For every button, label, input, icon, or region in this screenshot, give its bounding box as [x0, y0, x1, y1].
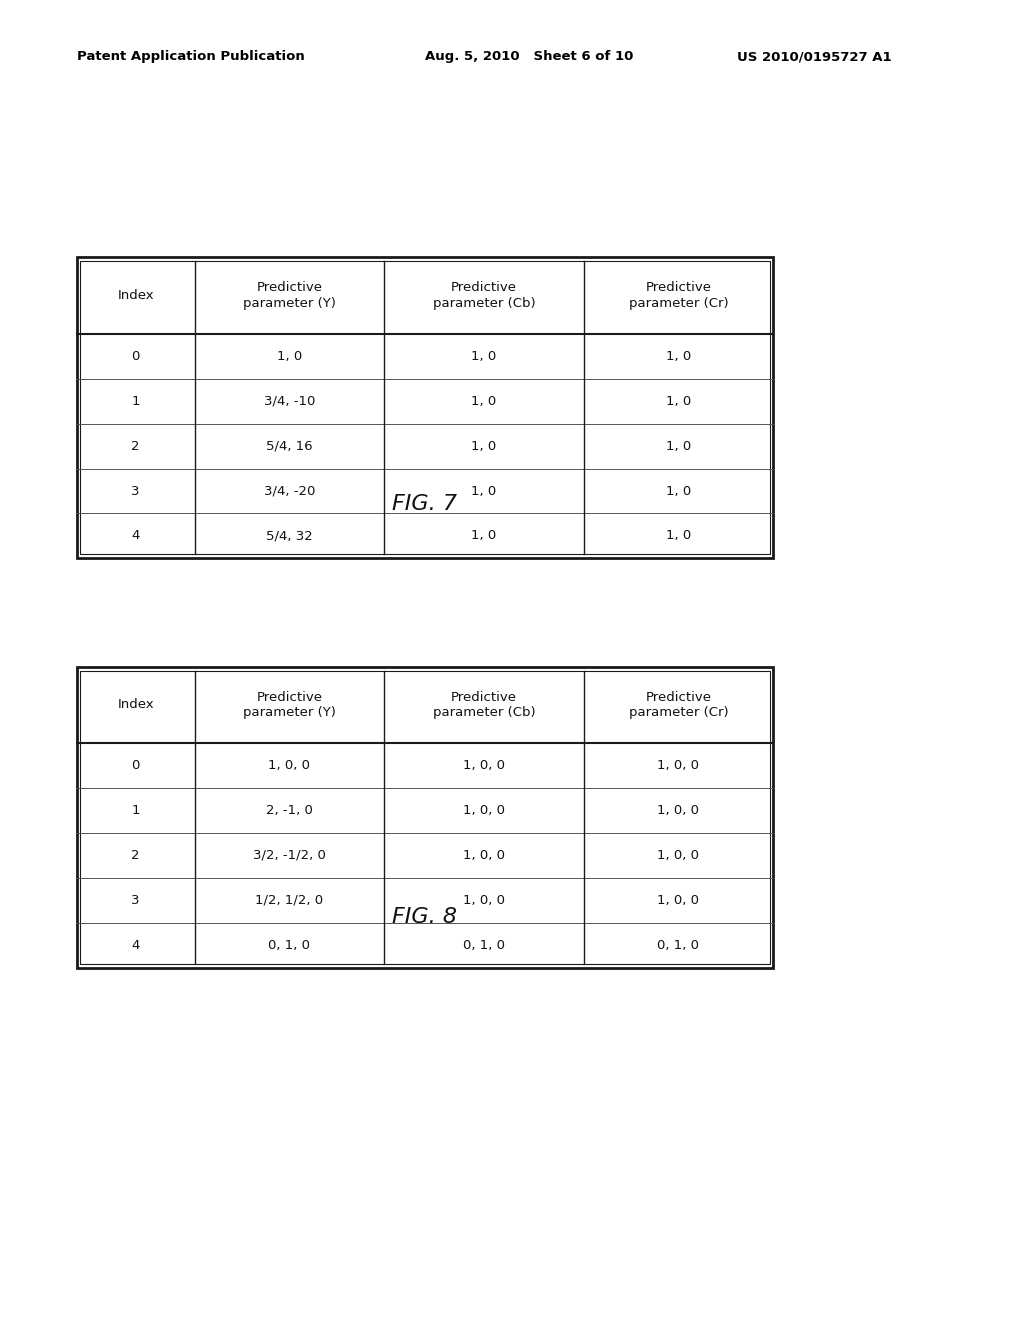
Bar [80, 261, 770, 554]
Text: 3: 3 [131, 894, 140, 907]
Text: 5/4, 16: 5/4, 16 [266, 440, 312, 453]
Text: 4: 4 [131, 939, 140, 952]
Text: 0: 0 [131, 759, 140, 772]
Text: 0, 1, 0: 0, 1, 0 [463, 939, 505, 952]
Text: 0: 0 [131, 350, 140, 363]
Text: 1, 0, 0: 1, 0, 0 [463, 804, 505, 817]
Text: 1, 0, 0: 1, 0, 0 [463, 894, 505, 907]
Text: 1, 0: 1, 0 [666, 350, 691, 363]
Text: 1, 0: 1, 0 [666, 484, 691, 498]
Text: 1, 0: 1, 0 [471, 350, 497, 363]
Text: 1, 0: 1, 0 [276, 350, 302, 363]
Text: 2: 2 [131, 440, 140, 453]
Text: 3/4, -20: 3/4, -20 [263, 484, 315, 498]
Text: 1, 0, 0: 1, 0, 0 [463, 849, 505, 862]
Text: 5/4, 32: 5/4, 32 [266, 529, 312, 543]
Bar [77, 667, 773, 968]
Text: Index: Index [118, 698, 154, 711]
Text: 1, 0: 1, 0 [471, 484, 497, 498]
Text: 1: 1 [131, 804, 140, 817]
Text: 1, 0: 1, 0 [666, 440, 691, 453]
Text: Predictive
parameter (Cb): Predictive parameter (Cb) [432, 281, 536, 310]
Text: Predictive
parameter (Cr): Predictive parameter (Cr) [629, 281, 728, 310]
Text: 1, 0, 0: 1, 0, 0 [657, 759, 699, 772]
Text: Predictive
parameter (Cr): Predictive parameter (Cr) [629, 690, 728, 719]
Text: 2: 2 [131, 849, 140, 862]
Text: US 2010/0195727 A1: US 2010/0195727 A1 [737, 50, 892, 63]
Text: 1, 0, 0: 1, 0, 0 [657, 894, 699, 907]
Text: Aug. 5, 2010   Sheet 6 of 10: Aug. 5, 2010 Sheet 6 of 10 [425, 50, 633, 63]
Text: 1, 0: 1, 0 [666, 395, 691, 408]
Text: Index: Index [118, 289, 154, 302]
Text: 3: 3 [131, 484, 140, 498]
Text: Predictive
parameter (Y): Predictive parameter (Y) [243, 281, 336, 310]
Text: 1: 1 [131, 395, 140, 408]
Text: FIG. 7: FIG. 7 [392, 494, 458, 515]
Text: FIG. 8: FIG. 8 [392, 907, 458, 928]
Text: 3/2, -1/2, 0: 3/2, -1/2, 0 [253, 849, 326, 862]
Text: 1, 0, 0: 1, 0, 0 [268, 759, 310, 772]
Text: 1, 0: 1, 0 [666, 529, 691, 543]
Bar [77, 257, 773, 558]
Text: 4: 4 [131, 529, 140, 543]
Text: 0, 1, 0: 0, 1, 0 [268, 939, 310, 952]
Text: Patent Application Publication: Patent Application Publication [77, 50, 304, 63]
Text: 1, 0: 1, 0 [471, 440, 497, 453]
Text: 3/4, -10: 3/4, -10 [263, 395, 315, 408]
Text: 1, 0, 0: 1, 0, 0 [657, 804, 699, 817]
Text: 1, 0, 0: 1, 0, 0 [657, 849, 699, 862]
Text: Predictive
parameter (Cb): Predictive parameter (Cb) [432, 690, 536, 719]
Text: 1, 0: 1, 0 [471, 395, 497, 408]
Text: 1, 0: 1, 0 [471, 529, 497, 543]
Text: 0, 1, 0: 0, 1, 0 [657, 939, 699, 952]
Text: Predictive
parameter (Y): Predictive parameter (Y) [243, 690, 336, 719]
Text: 1, 0, 0: 1, 0, 0 [463, 759, 505, 772]
Text: 1/2, 1/2, 0: 1/2, 1/2, 0 [255, 894, 324, 907]
Text: 2, -1, 0: 2, -1, 0 [266, 804, 312, 817]
Bar [80, 671, 770, 964]
